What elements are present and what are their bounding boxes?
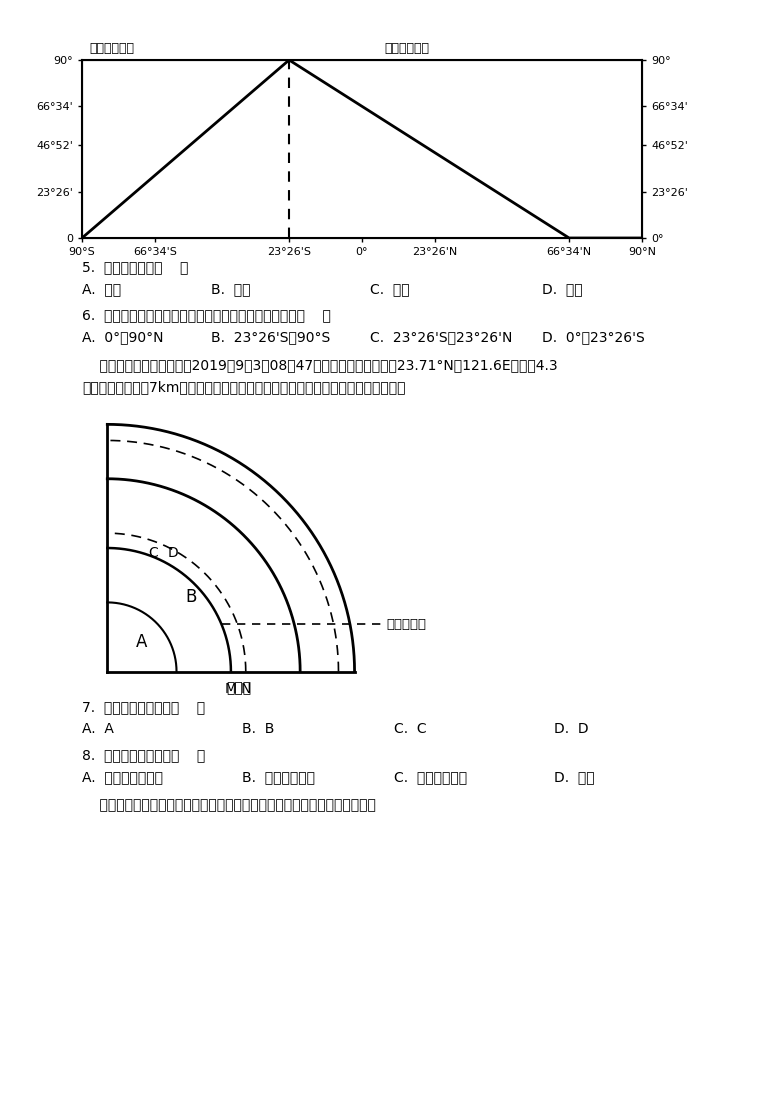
Text: 软流层: 软流层 (225, 682, 251, 696)
Text: D.  D: D. D (554, 722, 588, 736)
Text: A.  春分: A. 春分 (82, 282, 121, 296)
Text: C.  秋分: C. 秋分 (370, 282, 410, 296)
Text: C: C (148, 546, 158, 560)
Text: 6.  该日，正午太阳高度达到一年中最大值的纬度范围是（    ）: 6. 该日，正午太阳高度达到一年中最大值的纬度范围是（ ） (82, 308, 331, 322)
Text: 5.  该日为北半球（    ）: 5. 该日为北半球（ ） (82, 260, 189, 274)
Text: 中国地震台网正式测定：2019年9月3日08时47分，台湾花莲县海域（23.71°N，121.6E）发生4.3: 中国地震台网正式测定：2019年9月3日08时47分，台湾花莲县海域（23.71… (82, 358, 558, 372)
Text: D: D (168, 546, 179, 560)
Text: D.  地壳: D. 地壳 (554, 770, 594, 784)
Text: 下图为太阳辐射、地面辐射和大气逆辐射关系示意图。据此完成下面小题。: 下图为太阳辐射、地面辐射和大气逆辐射关系示意图。据此完成下面小题。 (82, 797, 376, 812)
Text: A: A (136, 633, 147, 651)
Text: D.  0°～23°26'S: D. 0°～23°26'S (542, 330, 645, 344)
Text: 8.  岩石圈的范围是指（    ）: 8. 岩石圈的范围是指（ ） (82, 748, 205, 762)
Text: B.  B: B. B (242, 722, 275, 736)
Text: 7.  此次地震震源位于（    ）: 7. 此次地震震源位于（ ） (82, 700, 205, 714)
Text: M: M (225, 682, 237, 696)
Text: 正午太阳高度: 正午太阳高度 (385, 42, 430, 55)
Text: 正午太阳高度: 正午太阳高度 (90, 42, 135, 55)
Text: 级地震，震源深度7km。读地球内部圈层结构示意图（下图）。据此完成下面小题。: 级地震，震源深度7km。读地球内部圈层结构示意图（下图）。据此完成下面小题。 (82, 381, 406, 394)
Text: A.  软流层以上部分: A. 软流层以上部分 (82, 770, 163, 784)
Text: D.  冬至: D. 冬至 (542, 282, 583, 296)
Text: N: N (240, 682, 251, 696)
Text: B.  夏至: B. 夏至 (211, 282, 250, 296)
Text: C.  C: C. C (394, 722, 427, 736)
Text: A.  A: A. A (82, 722, 114, 736)
Text: 不连续界面: 不连续界面 (387, 618, 427, 631)
Text: A.  0°～90°N: A. 0°～90°N (82, 330, 163, 344)
Text: C.  地壳和上地幔: C. 地壳和上地幔 (394, 770, 467, 784)
Text: B: B (186, 589, 197, 607)
Text: C.  23°26'S～23°26'N: C. 23°26'S～23°26'N (370, 330, 513, 344)
Text: B.  23°26'S～90°S: B. 23°26'S～90°S (211, 330, 330, 344)
Text: B.  地壳和软流层: B. 地壳和软流层 (242, 770, 315, 784)
